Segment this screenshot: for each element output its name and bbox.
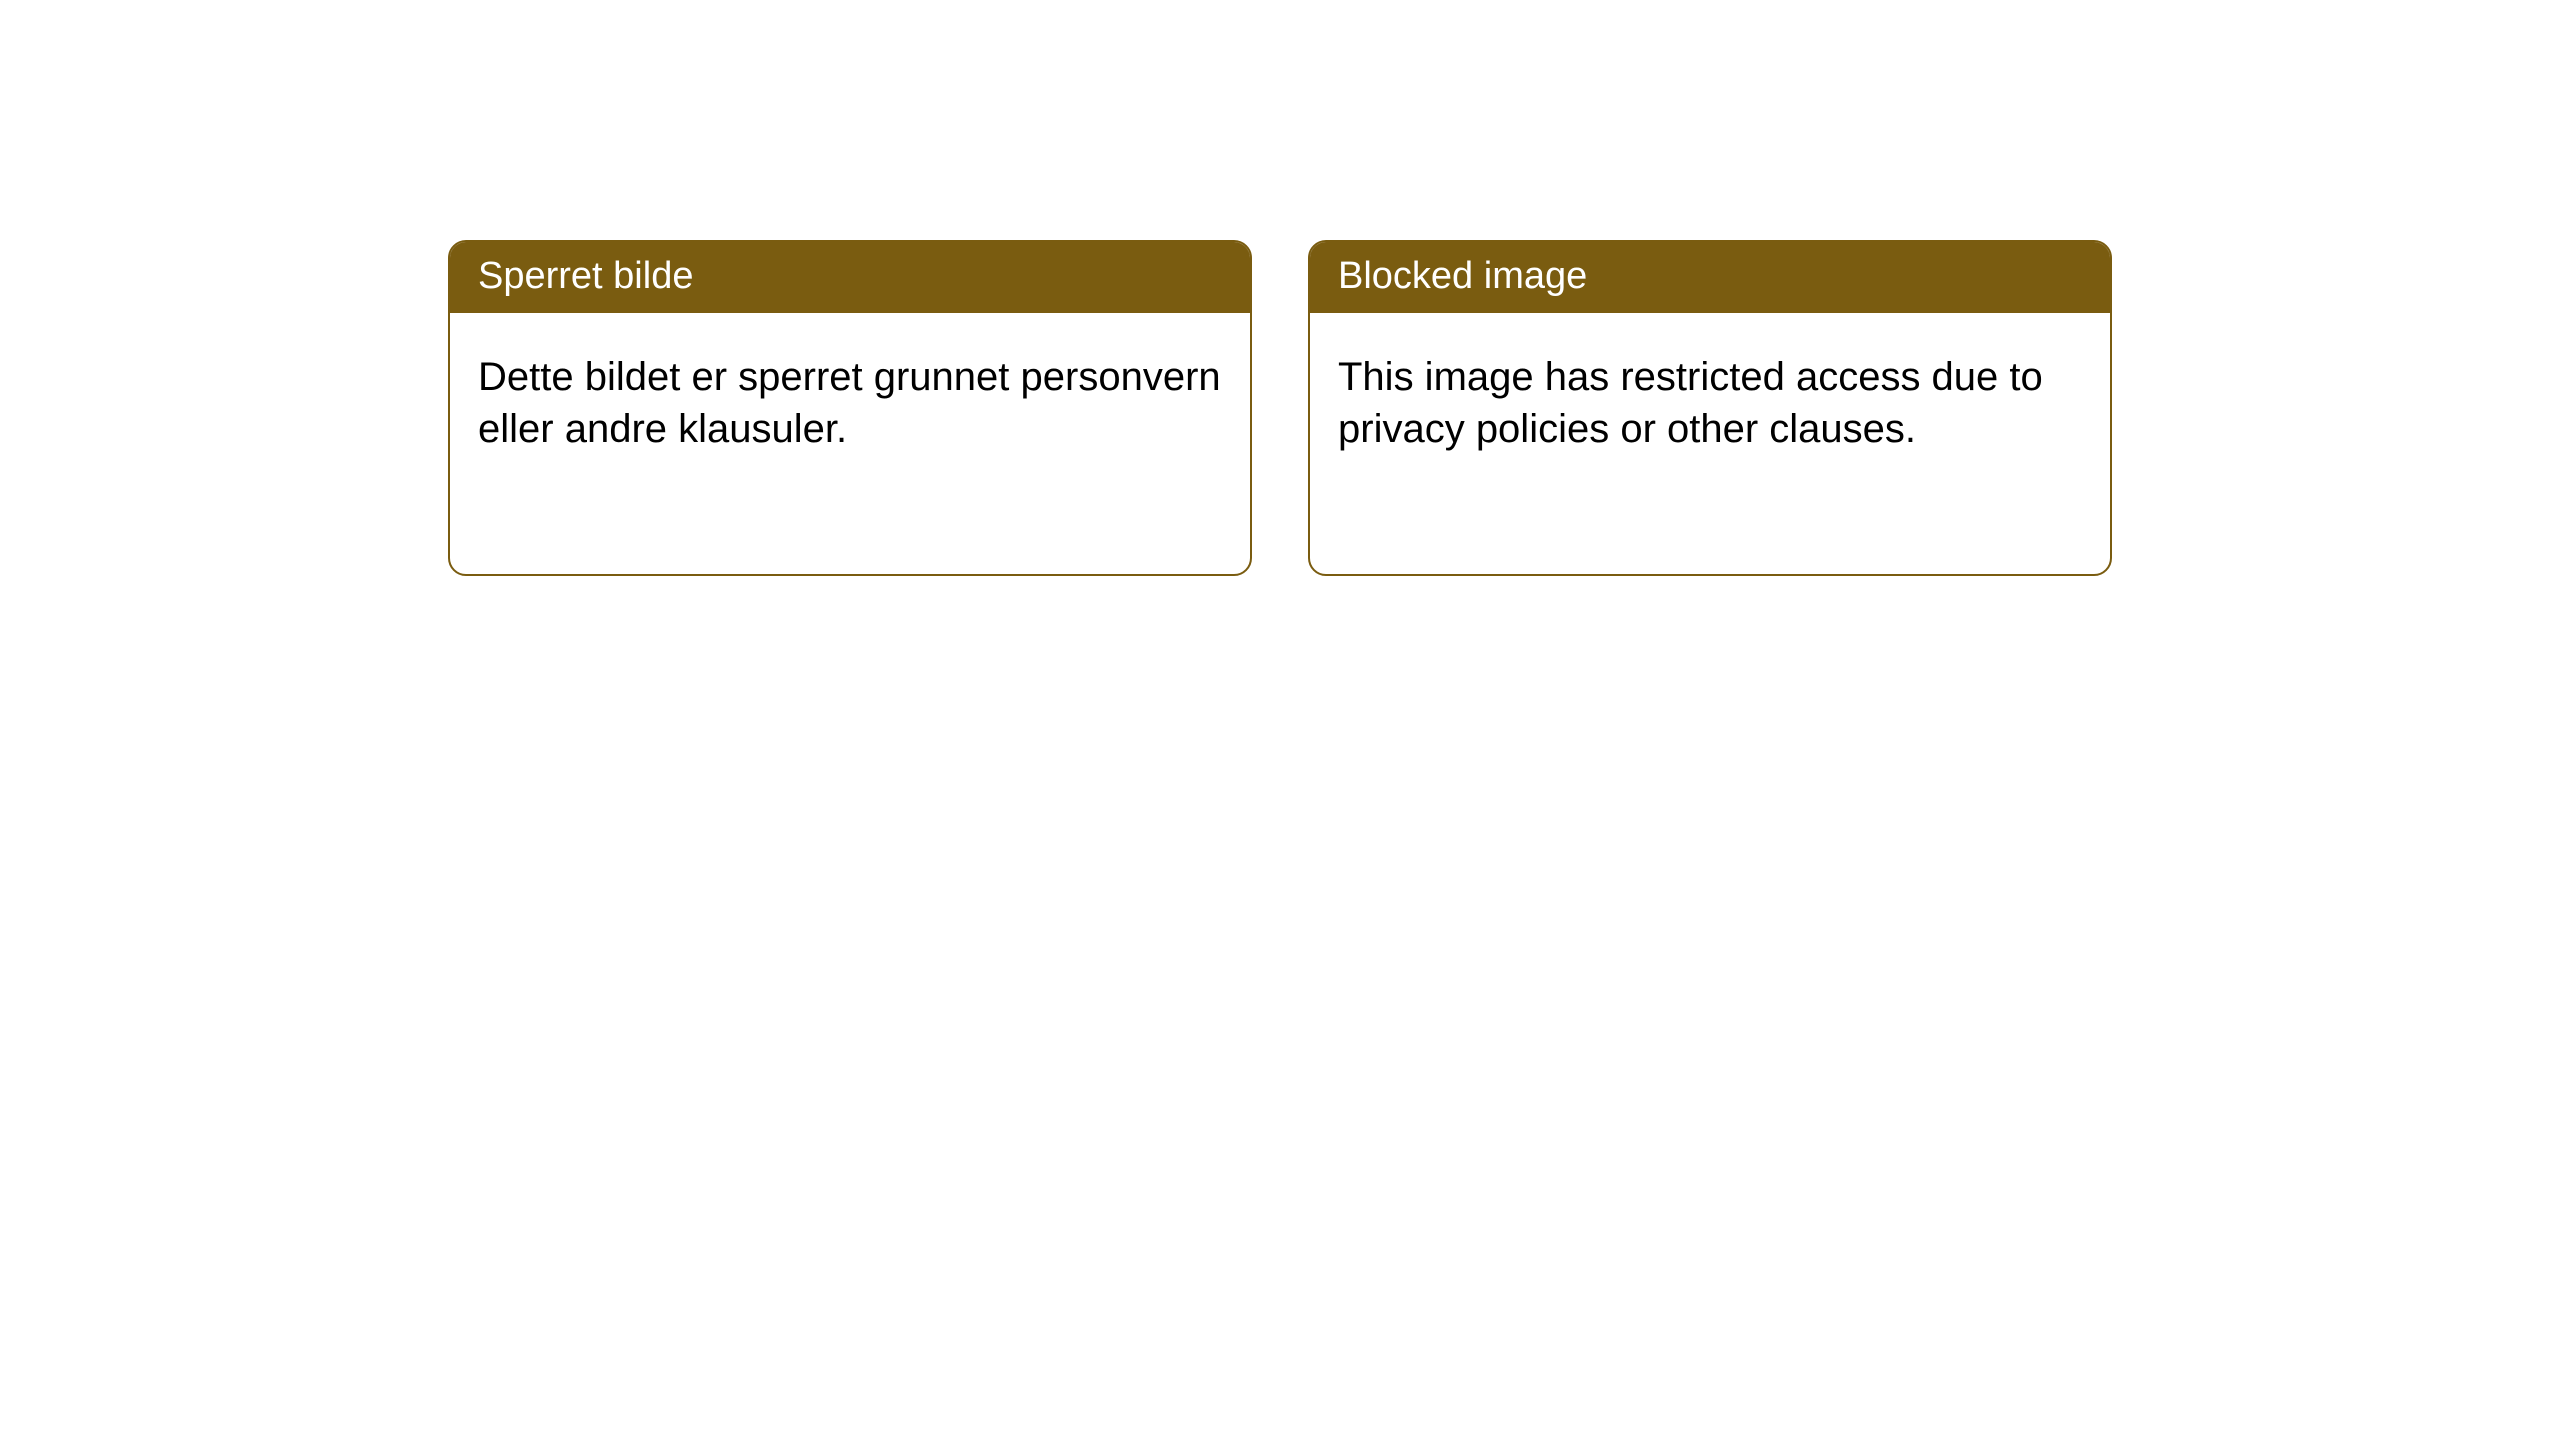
notice-box-english: Blocked image This image has restricted …	[1308, 240, 2112, 576]
notice-body: Dette bildet er sperret grunnet personve…	[450, 313, 1250, 493]
notice-container: Sperret bilde Dette bildet er sperret gr…	[0, 0, 2560, 576]
notice-header: Blocked image	[1310, 242, 2110, 313]
notice-box-norwegian: Sperret bilde Dette bildet er sperret gr…	[448, 240, 1252, 576]
notice-body: This image has restricted access due to …	[1310, 313, 2110, 493]
notice-header: Sperret bilde	[450, 242, 1250, 313]
